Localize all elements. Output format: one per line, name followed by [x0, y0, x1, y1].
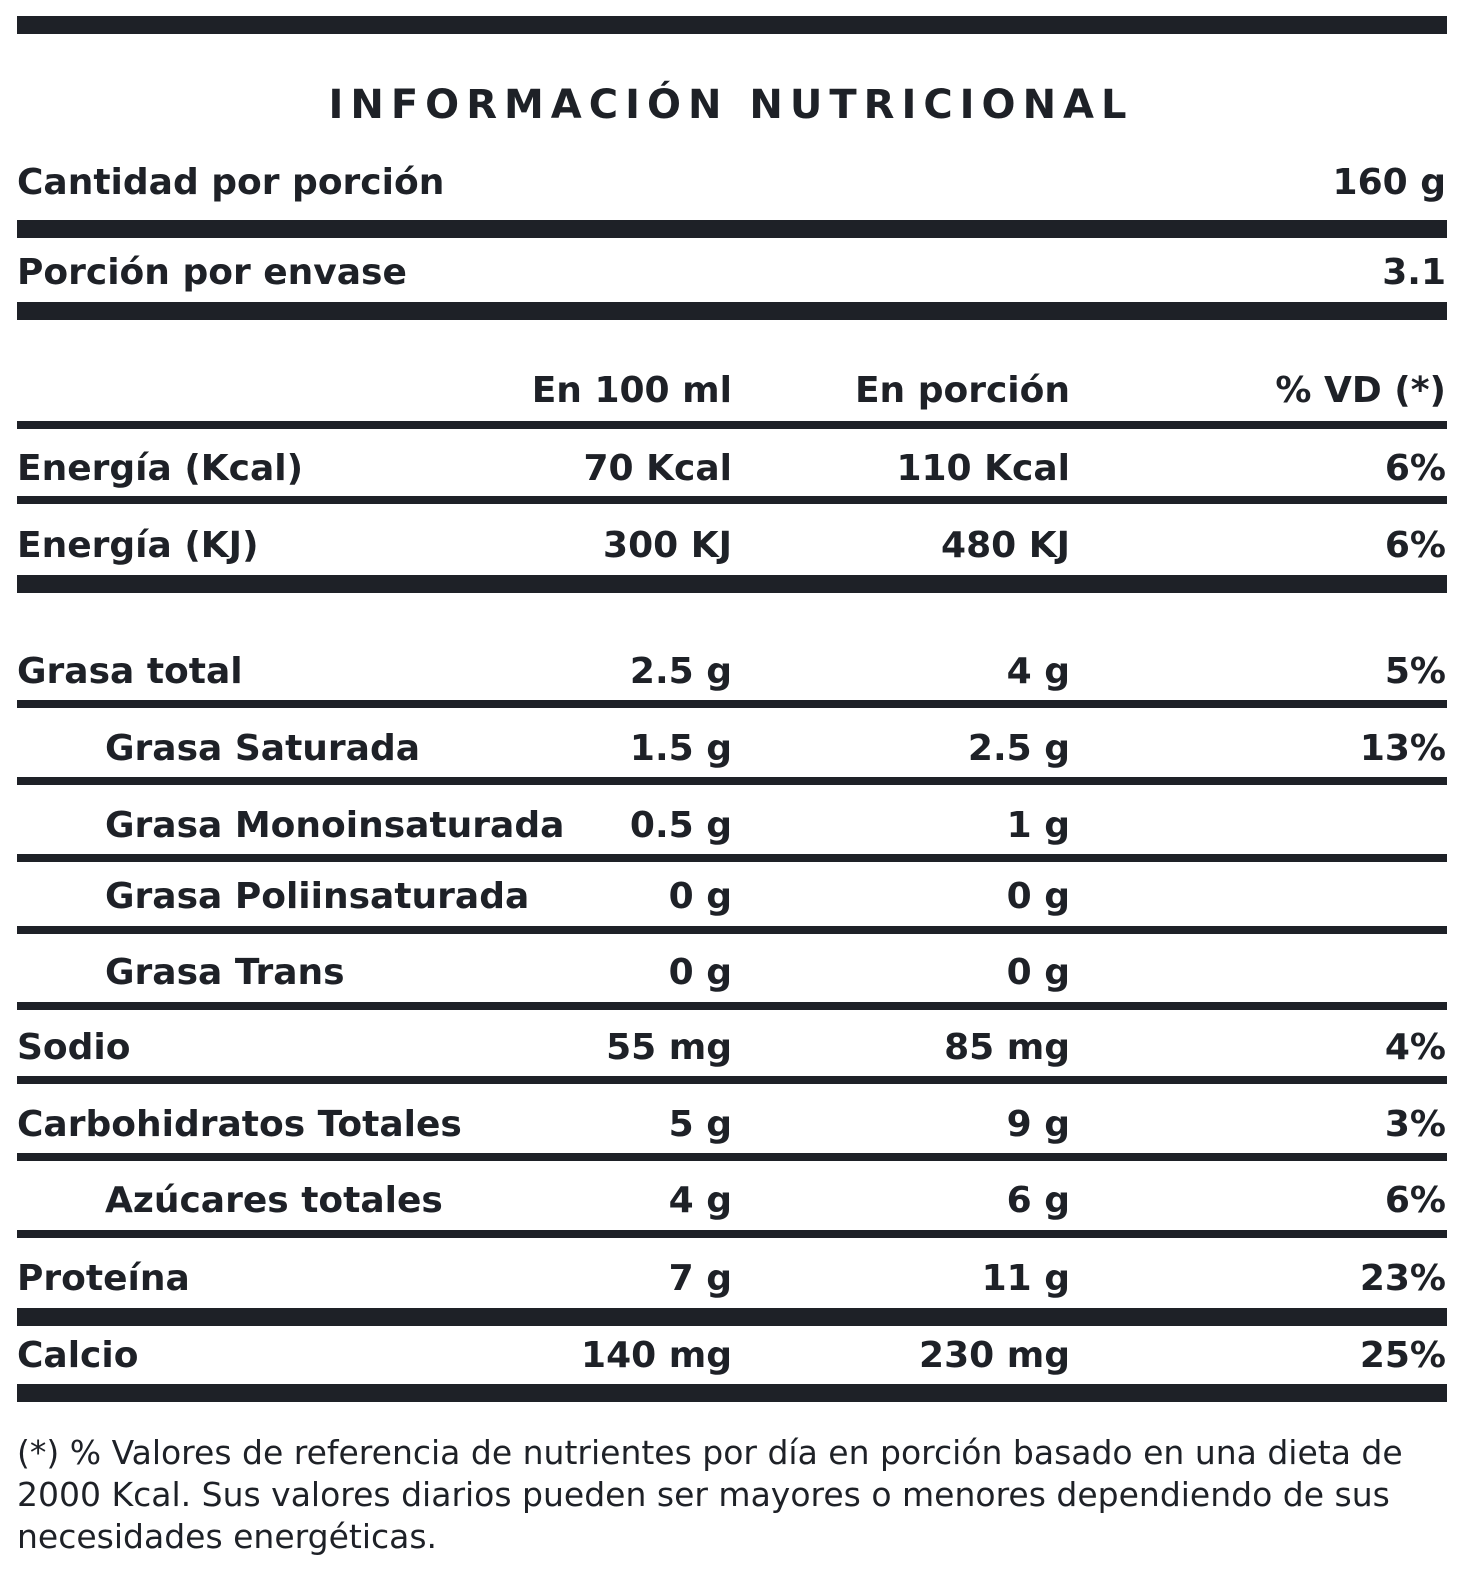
label-title: INFORMACIÓN NUTRICIONAL [328, 82, 1134, 128]
divider-thin [17, 700, 1447, 708]
serving-amount-value: 160 g [1332, 162, 1446, 203]
value-per-100: 300 KJ [603, 525, 732, 566]
value-per-portion: 2.5 g [967, 728, 1070, 769]
nutrient-label: Proteína [17, 1258, 190, 1299]
value-per-portion: 480 KJ [941, 525, 1070, 566]
value-per-100: 140 mg [581, 1335, 732, 1376]
servings-per-container-label: Porción por envase [17, 252, 407, 293]
divider-thick [17, 220, 1447, 238]
divider-thin [17, 1153, 1447, 1161]
value-per-100: 70 Kcal [583, 448, 733, 489]
value-per-portion: 9 g [1006, 1104, 1070, 1145]
value-per-portion: 110 Kcal [896, 448, 1070, 489]
value-per-100: 2.5 g [629, 651, 732, 692]
divider-thin [17, 854, 1447, 862]
value-daily-percent: 23% [1359, 1258, 1446, 1299]
nutrient-sublabel: Grasa Trans [105, 952, 345, 993]
value-per-portion: 11 g [981, 1258, 1070, 1299]
footnote: (*) % Valores de referencia de nutriente… [17, 1433, 1403, 1556]
divider-thin [17, 496, 1447, 504]
value-daily-percent: 4% [1384, 1027, 1446, 1068]
nutrient-sublabel: Grasa Saturada [105, 728, 421, 769]
divider-thick [17, 302, 1447, 320]
value-daily-percent: 3% [1384, 1104, 1446, 1145]
value-per-100: 55 mg [606, 1027, 732, 1068]
nutrient-label: Energía (Kcal) [17, 448, 304, 489]
serving-amount-label: Cantidad por porción [17, 162, 445, 203]
value-per-100: 0 g [668, 952, 732, 993]
column-header-per-portion: En porción [854, 370, 1070, 411]
value-daily-percent: 6% [1384, 525, 1446, 566]
value-per-portion: 0 g [1006, 952, 1070, 993]
divider-thin [17, 1076, 1447, 1084]
divider-thin [17, 1002, 1447, 1010]
value-per-portion: 230 mg [919, 1335, 1070, 1376]
divider-thick [17, 1308, 1447, 1326]
column-header-per-100: En 100 ml [531, 370, 732, 411]
value-per-100: 5 g [668, 1104, 732, 1145]
value-per-100: 4 g [668, 1180, 732, 1221]
value-per-portion: 85 mg [944, 1027, 1070, 1068]
value-per-portion: 4 g [1006, 651, 1070, 692]
servings-per-container-value: 3.1 [1382, 252, 1446, 293]
nutrient-sublabel: Azúcares totales [105, 1180, 443, 1221]
value-per-portion: 6 g [1006, 1180, 1070, 1221]
nutrient-label: Energía (KJ) [17, 525, 259, 566]
value-per-100: 1.5 g [629, 728, 732, 769]
value-daily-percent: 5% [1384, 651, 1446, 692]
value-per-100: 0 g [668, 876, 732, 917]
value-per-portion: 0 g [1006, 876, 1070, 917]
nutrient-sublabel: Grasa Poliinsaturada [105, 876, 530, 917]
nutrient-sublabel: Grasa Monoinsaturada [105, 805, 565, 846]
divider-thin [17, 926, 1447, 934]
value-daily-percent: 6% [1384, 1180, 1446, 1221]
divider-thin [17, 421, 1447, 429]
value-per-portion: 1 g [1006, 805, 1070, 846]
divider-thin [17, 1230, 1447, 1238]
column-header-daily-value: % VD (*) [1275, 370, 1446, 411]
nutrient-label: Calcio [17, 1335, 139, 1376]
value-daily-percent: 25% [1359, 1335, 1446, 1376]
nutrient-label: Carbohidratos Totales [17, 1104, 462, 1145]
nutrient-label: Grasa total [17, 651, 243, 692]
divider-thin [17, 777, 1447, 785]
divider-thick [17, 575, 1447, 593]
value-per-100: 7 g [668, 1258, 732, 1299]
value-per-100: 0.5 g [629, 805, 732, 846]
bottom-bar [17, 1384, 1447, 1402]
nutrient-label: Sodio [17, 1027, 131, 1068]
top-bar [17, 16, 1447, 34]
value-daily-percent: 6% [1384, 448, 1446, 489]
value-daily-percent: 13% [1359, 728, 1446, 769]
